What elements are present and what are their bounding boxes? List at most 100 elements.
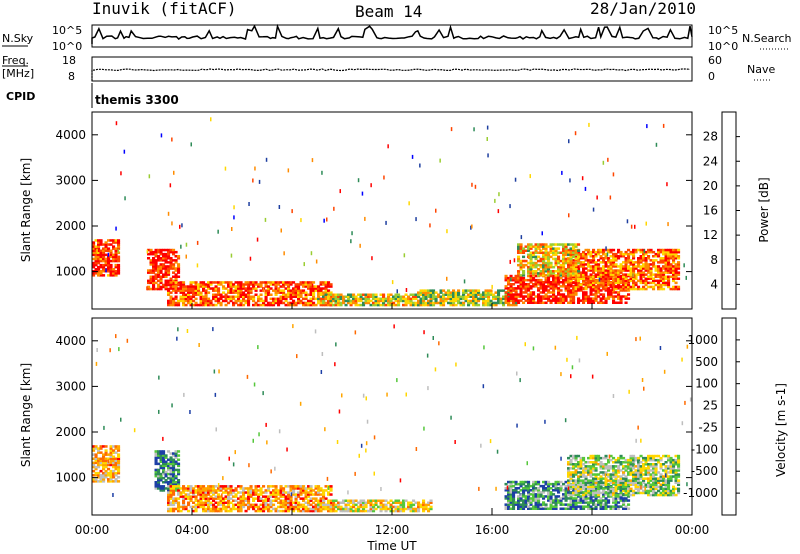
velocity-cell <box>594 454 598 458</box>
power-cell <box>544 251 548 254</box>
velocity-cell <box>112 461 116 465</box>
velocity-cell <box>574 485 578 489</box>
power-cell <box>104 243 108 246</box>
velocity-cell <box>569 495 573 498</box>
velocity-cell <box>192 509 196 513</box>
power-cell <box>544 249 548 252</box>
velocity-cell <box>174 468 178 472</box>
velocity-cell <box>634 485 638 489</box>
power-cell <box>352 293 356 296</box>
velocity-cell <box>322 505 326 509</box>
velocity-cell <box>202 495 206 498</box>
velocity-cell <box>154 487 158 490</box>
velocity-cell <box>259 491 263 494</box>
velocity-cell <box>172 458 176 461</box>
power-cell <box>187 293 191 296</box>
power-sparse-cell <box>167 211 170 216</box>
power-cell <box>594 269 598 272</box>
power-cell <box>504 291 508 294</box>
power-cell <box>392 301 396 305</box>
power-cell <box>567 281 571 284</box>
velocity-cell <box>297 485 301 488</box>
power-cell <box>659 285 663 289</box>
velocity-cell <box>197 491 201 494</box>
velocity-cell <box>117 469 121 473</box>
power-cell <box>539 265 543 269</box>
velocity-cell <box>509 501 513 504</box>
power-cell <box>547 270 551 273</box>
power-cell <box>612 255 616 258</box>
velocity-cell <box>362 499 366 502</box>
power-cell <box>569 247 573 250</box>
power-cell <box>149 279 153 283</box>
velocity-cell <box>194 497 198 500</box>
velocity-cell <box>157 476 161 480</box>
power-cell <box>214 299 218 303</box>
power-cell <box>677 263 681 266</box>
velocity-cell <box>162 460 166 463</box>
power-cell <box>324 297 328 301</box>
power-cell <box>357 297 361 301</box>
power-cell <box>644 283 648 287</box>
power-cell <box>519 243 523 246</box>
velocity-cell <box>559 501 563 504</box>
power-cell <box>102 255 106 259</box>
velocity-cell <box>317 509 321 513</box>
power-cell <box>219 303 223 307</box>
velocity-cell <box>249 487 253 490</box>
power-cell <box>632 279 636 283</box>
velocity-cell <box>239 507 243 511</box>
power-cell <box>324 285 328 288</box>
power-cell <box>524 295 528 298</box>
power-cell <box>467 295 471 298</box>
power-cell <box>662 287 666 291</box>
power-cell <box>162 285 166 289</box>
power-cell <box>159 248 163 252</box>
power-cell <box>309 303 313 307</box>
velocity-cell <box>267 497 271 500</box>
power-cell <box>629 261 633 264</box>
power-cell <box>162 255 166 258</box>
power-cell <box>589 261 593 264</box>
power-cell <box>269 287 273 290</box>
velocity-cell <box>194 485 198 488</box>
velocity-cell <box>582 471 586 474</box>
velocity-cell <box>504 482 508 486</box>
power-cell <box>369 295 373 298</box>
velocity-cell <box>172 476 176 480</box>
power-cell <box>632 252 636 256</box>
power-cell <box>227 289 231 292</box>
velocity-cell <box>257 497 261 500</box>
velocity-cell <box>614 465 618 468</box>
velocity-cell <box>594 489 598 492</box>
power-cell <box>547 257 551 261</box>
power-cell <box>332 293 336 296</box>
velocity-cell <box>289 485 293 488</box>
velocity-cell <box>172 472 176 476</box>
power-cell <box>542 257 546 261</box>
power-cell <box>502 301 506 305</box>
power-sparse-cell <box>146 286 148 291</box>
velocity-cell <box>567 469 571 472</box>
velocity-cell <box>294 505 298 509</box>
power-cell <box>307 301 311 305</box>
velocity-cell <box>537 495 541 498</box>
power-cell <box>534 257 538 261</box>
velocity-cell <box>604 487 608 490</box>
velocity-cell <box>154 452 158 455</box>
power-cell <box>377 297 381 301</box>
velocity-cell <box>609 489 613 493</box>
power-sparse-cell <box>596 195 598 200</box>
power-sparse-cell <box>179 224 181 229</box>
velocity-cell <box>579 463 583 466</box>
velocity-cell <box>599 482 603 486</box>
power-cell <box>439 295 443 298</box>
power-cell <box>159 285 163 289</box>
power-cell <box>274 299 278 303</box>
velocity-cell <box>574 469 578 472</box>
power-cell <box>439 289 443 292</box>
velocity-cell <box>612 456 616 460</box>
power-cell <box>564 276 568 280</box>
power-cell <box>302 285 306 288</box>
velocity-cell <box>547 493 551 496</box>
